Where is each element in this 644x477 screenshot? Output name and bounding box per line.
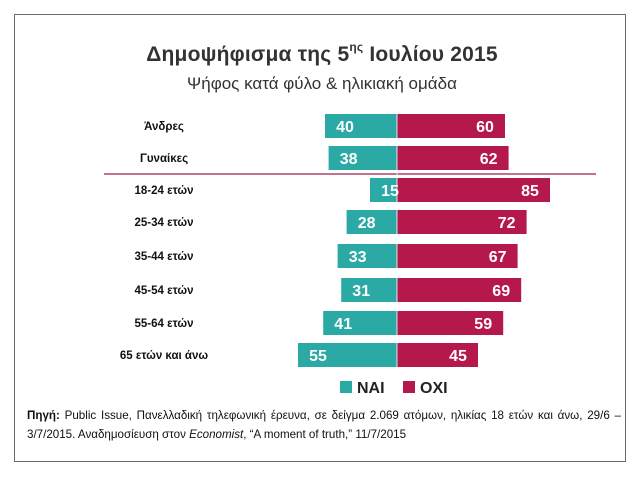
data-label-no: 59 <box>474 316 492 333</box>
category-label: 45-54 ετών <box>135 285 194 297</box>
data-label-yes: 38 <box>340 151 358 168</box>
bar-no <box>397 178 550 202</box>
data-label-no: 69 <box>492 283 510 300</box>
category-label: 65 ετών και άνω <box>120 350 209 362</box>
bar-yes <box>370 178 397 202</box>
source-publication: Economist <box>189 428 244 441</box>
data-label-yes: 31 <box>352 283 370 300</box>
source-label: Πηγή: <box>27 409 60 422</box>
bar-yes <box>328 146 397 170</box>
chart-subtitle: Ψήφος κατά φύλο & ηλικιακή ομάδα <box>187 74 457 93</box>
category-label: 18-24 ετών <box>135 185 194 197</box>
data-label-yes: 40 <box>336 119 354 136</box>
title-superscript: ης <box>349 40 364 54</box>
data-label-yes: 41 <box>334 316 352 333</box>
legend-swatch-no <box>403 381 415 393</box>
bar-no <box>397 146 509 170</box>
category-label: 35-44 ετών <box>135 251 194 263</box>
data-label-no: 60 <box>476 119 494 136</box>
data-label-yes: 15 <box>381 183 399 200</box>
data-label-yes: 33 <box>349 249 367 266</box>
source-text: Public Issue, Πανελλαδική τηλεφωνική έρε… <box>27 409 621 441</box>
legend-label-no: ΟΧΙ <box>420 380 448 397</box>
title-text: Δημοψήφισμα της 5 <box>146 43 350 66</box>
chart-title: Δημοψήφισμα της 5ης Ιουλίου 2015 <box>0 40 644 67</box>
category-label: 25-34 ετών <box>135 217 194 229</box>
category-label: Άνδρες <box>144 121 184 133</box>
data-label-yes: 28 <box>358 215 376 232</box>
bar-yes <box>337 244 397 268</box>
bar-no <box>397 278 522 302</box>
data-label-no: 72 <box>498 215 516 232</box>
bar-yes <box>341 278 397 302</box>
bar-yes <box>298 343 397 367</box>
bar-no <box>397 210 527 234</box>
bar-yes <box>346 210 397 234</box>
data-label-no: 45 <box>449 348 467 365</box>
bar-yes <box>323 311 397 335</box>
bar-yes <box>325 114 397 138</box>
source-note: Πηγή: Public Issue, Πανελλαδική τηλεφωνι… <box>27 406 621 444</box>
chart-frame <box>14 14 626 462</box>
legend-label-yes: ΝΑΙ <box>357 380 385 397</box>
source-text-end: , “A moment of truth,” 11/7/2015 <box>243 428 407 441</box>
data-label-no: 62 <box>480 151 498 168</box>
data-label-no: 67 <box>489 249 507 266</box>
bar-no <box>397 244 518 268</box>
bar-no <box>397 343 478 367</box>
data-label-no: 85 <box>521 183 539 200</box>
category-label: 55-64 ετών <box>135 318 194 330</box>
title-text-end: Ιουλίου 2015 <box>363 43 498 66</box>
bar-no <box>397 114 505 138</box>
bar-no <box>397 311 504 335</box>
category-label: Γυναίκες <box>140 153 188 165</box>
data-label-yes: 55 <box>309 348 327 365</box>
legend-swatch-yes <box>340 381 352 393</box>
